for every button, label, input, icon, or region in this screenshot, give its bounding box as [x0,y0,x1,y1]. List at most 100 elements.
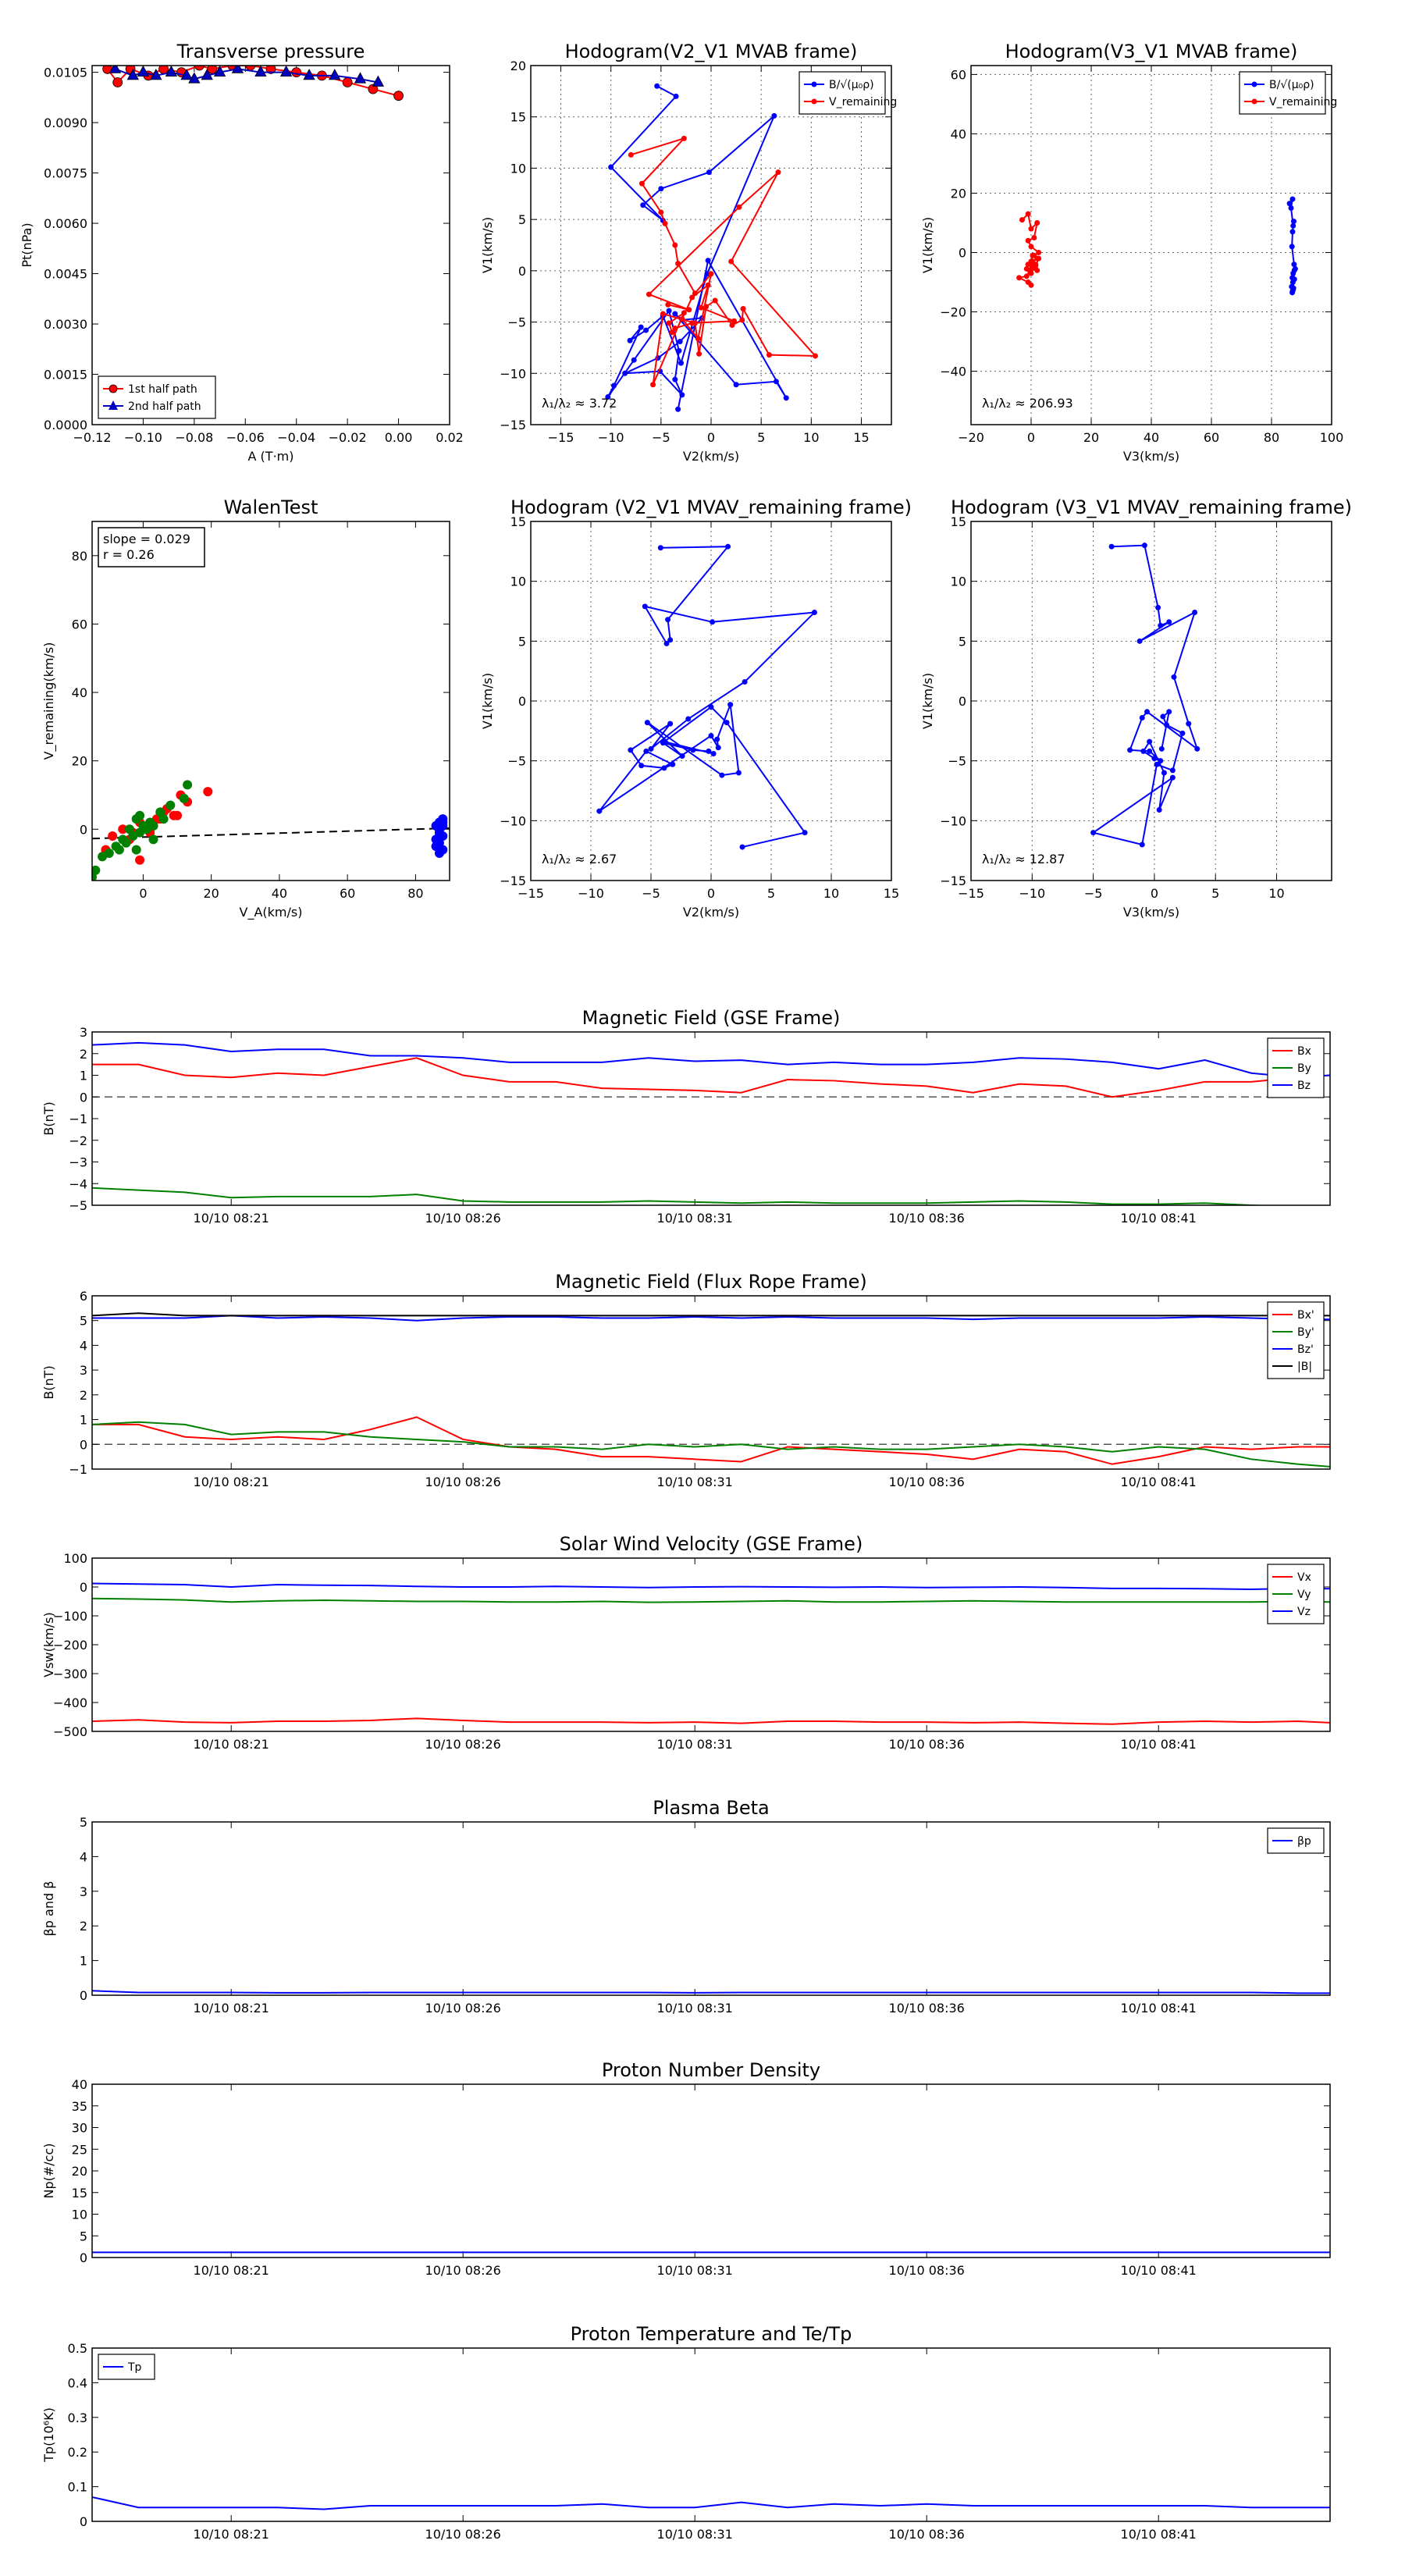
y-tick-label: 0.5 [68,2341,87,2356]
legend-label: Vz [1297,1606,1311,1618]
series-line [631,138,815,384]
chart-beta: Plasma Beta10/10 08:21 10/10 08:26 10/10 0… [41,1797,1330,2016]
x-tick-label: 20 [1083,430,1099,445]
x-tick-label: 10/10 08:36 [889,1475,965,1489]
plot-area [92,1043,1330,1208]
data-point [767,352,772,358]
legend-label: B/√(μ₀ρ) [829,79,874,91]
y-axis-label: Pt(nPa) [20,222,34,267]
y-tick-label: −40 [940,365,966,379]
data-point [1024,273,1030,279]
data-point [736,205,742,210]
x-tick-label: −10 [598,430,624,445]
y-tick-label: 0 [80,2250,87,2265]
legend-marker [812,99,817,105]
y-tick-label: 2 [80,1388,87,1403]
x-tick-label: 10/10 08:36 [889,2527,965,2542]
series-line [92,1043,1330,1077]
series-line [92,1058,1330,1097]
chart-title: Magnetic Field (GSE Frame) [582,1007,841,1029]
x-tick-label: −10 [578,886,604,901]
data-point [665,617,670,622]
data-point [149,834,158,844]
data-point [112,841,121,851]
data-point [1137,639,1143,644]
x-tick-label: 10/10 08:21 [194,2527,269,2542]
x-tick-label: 5 [1211,886,1219,901]
data-point [1159,746,1165,752]
data-point [1109,544,1115,550]
data-point [660,311,666,317]
x-tick-label: 10/10 08:36 [889,1211,965,1226]
data-point [667,320,672,326]
chart-vel: Solar Wind Velocity (GSE Frame)10/10 08:… [41,1533,1330,1752]
data-point [180,794,189,803]
legend-label: Tp [127,2361,142,2374]
chart-title: WalenTest [224,496,318,518]
chart-title: Transverse pressure [176,41,365,62]
chart-walen: WalenTest0 20 40 60 80020406080V_A(km/s)V_re… [41,496,450,920]
y-tick-label: 15 [951,514,966,529]
data-point [713,297,718,303]
data-point [727,702,733,707]
x-tick-label: −5 [642,886,660,901]
data-point [108,831,117,841]
chart-tp: Transverse pressure−0.12 −0.10 −0.08 −0.06−… [20,41,464,464]
x-tick-label: 5 [757,430,765,445]
legend-marker [109,385,117,393]
x-axis-label: V_A(km/s) [240,905,303,920]
y-axis-label: B(nT) [41,1101,56,1135]
x-tick-label: 10/10 08:41 [1121,1737,1197,1752]
y-axis-label: V1(km/s) [480,217,495,273]
data-point [690,747,695,753]
data-point [729,322,735,328]
data-point [643,328,649,333]
y-tick-label: −5 [507,754,526,769]
data-point [165,801,175,810]
x-tick-label: 10/10 08:26 [425,1475,501,1489]
legend-marker [812,82,817,87]
data-point [628,152,634,158]
y-tick-label: 20 [951,186,966,201]
x-tick-label: 0.02 [436,430,464,445]
x-tick-label: 60 [340,886,355,901]
y-tick-label: 0.1 [68,2480,87,2495]
data-point [628,338,633,343]
x-tick-label: 10/10 08:31 [657,1211,733,1226]
y-tick-label: −5 [948,754,966,769]
eigen-ratio-label: λ₁/λ₂ ≈ 3.72 [542,396,617,411]
data-point [685,717,691,722]
data-point [706,749,711,754]
y-tick-label: 0.4 [68,2375,87,2390]
data-point [203,787,212,796]
y-axis-label: βp and β [41,1881,56,1937]
data-point [1155,605,1161,610]
x-tick-label: 10/10 08:26 [425,2263,501,2278]
data-point [639,181,645,187]
chart-tp2: Proton Temperature and Te/Tp10/10 08:21 1… [41,2323,1330,2542]
y-tick-label: 80 [72,549,87,564]
data-point [132,845,141,855]
y-tick-label: 0.0030 [44,317,87,332]
y-tick-label: 0 [80,2514,87,2529]
y-tick-label: −20 [940,305,966,320]
data-point [686,307,692,312]
series-line [92,1313,1330,1315]
data-point [679,392,685,397]
y-tick-label: −10 [940,813,966,828]
x-axis-label: V2(km/s) [683,449,739,464]
axes-frame [92,2084,1330,2258]
x-tick-label: 10/10 08:41 [1121,2001,1197,2016]
legend-label: Bx [1297,1045,1311,1058]
data-point [1170,767,1176,773]
data-point [802,830,808,835]
data-point [1289,229,1295,234]
legend-label: Vy [1297,1589,1311,1601]
data-point [1029,244,1034,249]
plot-area [92,1991,1330,1993]
data-point [1142,543,1147,548]
x-tick-label: 10 [823,886,839,901]
data-point [740,845,745,850]
x-tick-label: 60 [1204,430,1219,445]
data-point [135,811,144,820]
